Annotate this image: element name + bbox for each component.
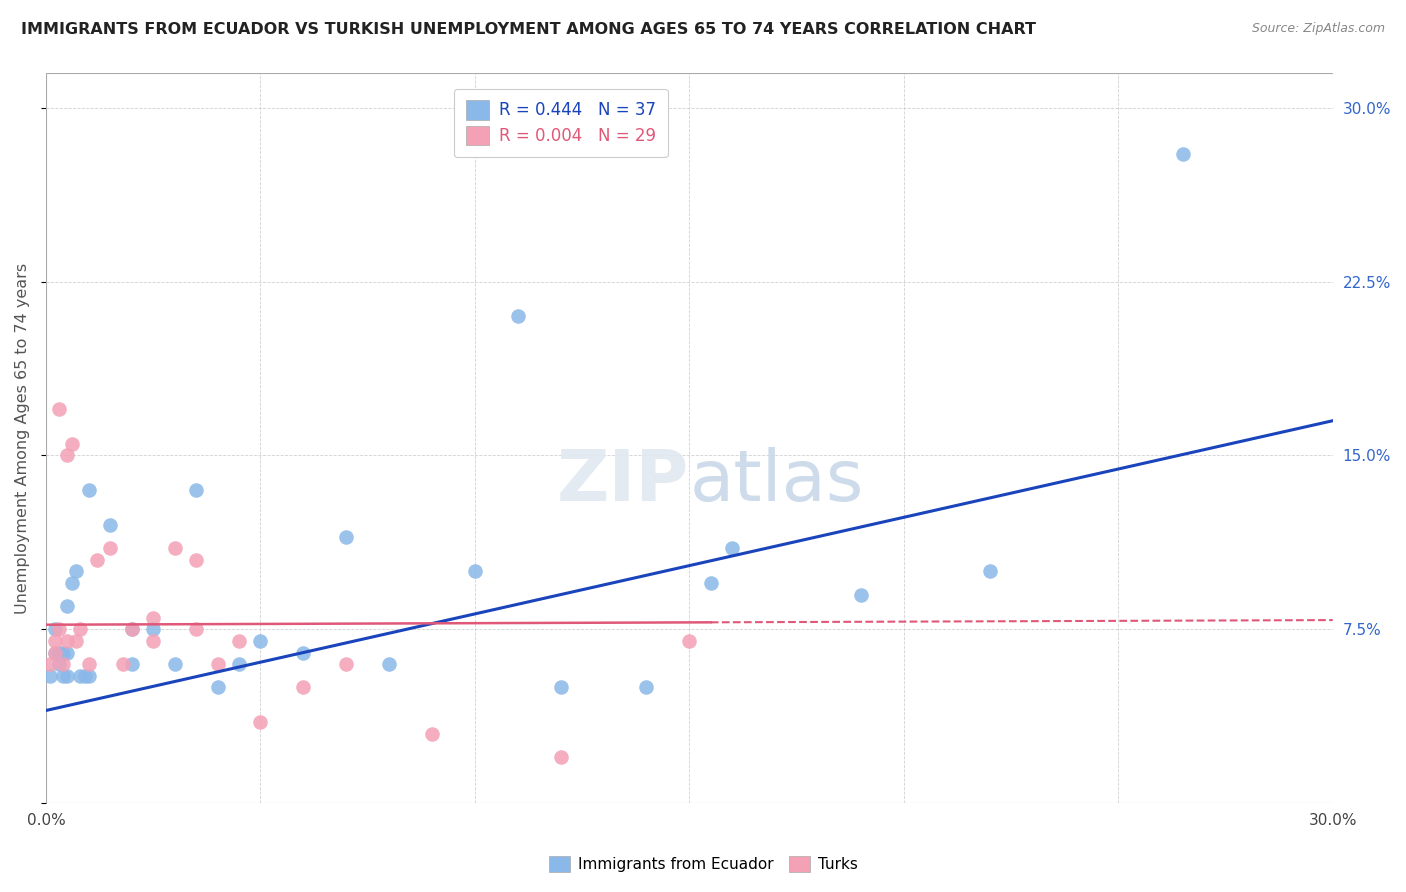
Point [378, 657, 401, 672]
Point [56, 669, 79, 683]
Point [48, 402, 70, 417]
Point [207, 681, 229, 695]
Point [292, 646, 315, 660]
Point [60, 437, 83, 451]
Point [98, 541, 121, 556]
Point [249, 634, 271, 648]
Point [142, 634, 165, 648]
Point [636, 681, 658, 695]
Point [48, 623, 70, 637]
Point [335, 657, 357, 672]
Point [979, 565, 1001, 579]
Legend: R = 0.444   N = 37, R = 0.004   N = 29: R = 0.444 N = 37, R = 0.004 N = 29 [454, 88, 668, 157]
Point [184, 623, 207, 637]
Point [550, 681, 572, 695]
Point [249, 715, 271, 730]
Point [44, 634, 66, 648]
Point [464, 565, 486, 579]
Point [39, 669, 62, 683]
Text: atlas: atlas [689, 448, 863, 516]
Point [700, 576, 723, 591]
Point [65, 565, 87, 579]
Text: ZIP: ZIP [557, 448, 689, 516]
Point [52, 669, 75, 683]
Legend: Immigrants from Ecuador, Turks: Immigrants from Ecuador, Turks [541, 848, 865, 880]
Point [121, 657, 143, 672]
Point [56, 449, 79, 463]
Point [163, 657, 186, 672]
Point [39, 657, 62, 672]
Point [52, 646, 75, 660]
Point [550, 749, 572, 764]
Point [112, 657, 135, 672]
Point [69, 669, 91, 683]
Y-axis label: Unemployment Among Ages 65 to 74 years: Unemployment Among Ages 65 to 74 years [15, 262, 30, 614]
Point [506, 310, 529, 324]
Point [335, 530, 357, 544]
Point [48, 657, 70, 672]
Point [121, 623, 143, 637]
Point [184, 483, 207, 498]
Point [52, 657, 75, 672]
Point [86, 553, 108, 567]
Text: Source: ZipAtlas.com: Source: ZipAtlas.com [1251, 22, 1385, 36]
Point [44, 646, 66, 660]
Point [163, 541, 186, 556]
Point [48, 646, 70, 660]
Point [44, 646, 66, 660]
Text: IMMIGRANTS FROM ECUADOR VS TURKISH UNEMPLOYMENT AMONG AGES 65 TO 74 YEARS CORREL: IMMIGRANTS FROM ECUADOR VS TURKISH UNEMP… [21, 22, 1036, 37]
Point [721, 541, 744, 556]
Point [292, 681, 315, 695]
Point [142, 611, 165, 625]
Point [69, 623, 91, 637]
Point [77, 669, 100, 683]
Point [228, 657, 250, 672]
Point [77, 483, 100, 498]
Point [420, 727, 443, 741]
Point [678, 634, 700, 648]
Point [56, 599, 79, 614]
Point [44, 623, 66, 637]
Point [98, 518, 121, 533]
Point [56, 634, 79, 648]
Point [77, 657, 100, 672]
Point [121, 623, 143, 637]
Point [73, 669, 96, 683]
Point [65, 634, 87, 648]
Point [142, 623, 165, 637]
Point [60, 576, 83, 591]
Point [228, 634, 250, 648]
Point [207, 657, 229, 672]
Point [184, 553, 207, 567]
Point [849, 588, 872, 602]
Point [56, 646, 79, 660]
Point [1171, 147, 1194, 161]
